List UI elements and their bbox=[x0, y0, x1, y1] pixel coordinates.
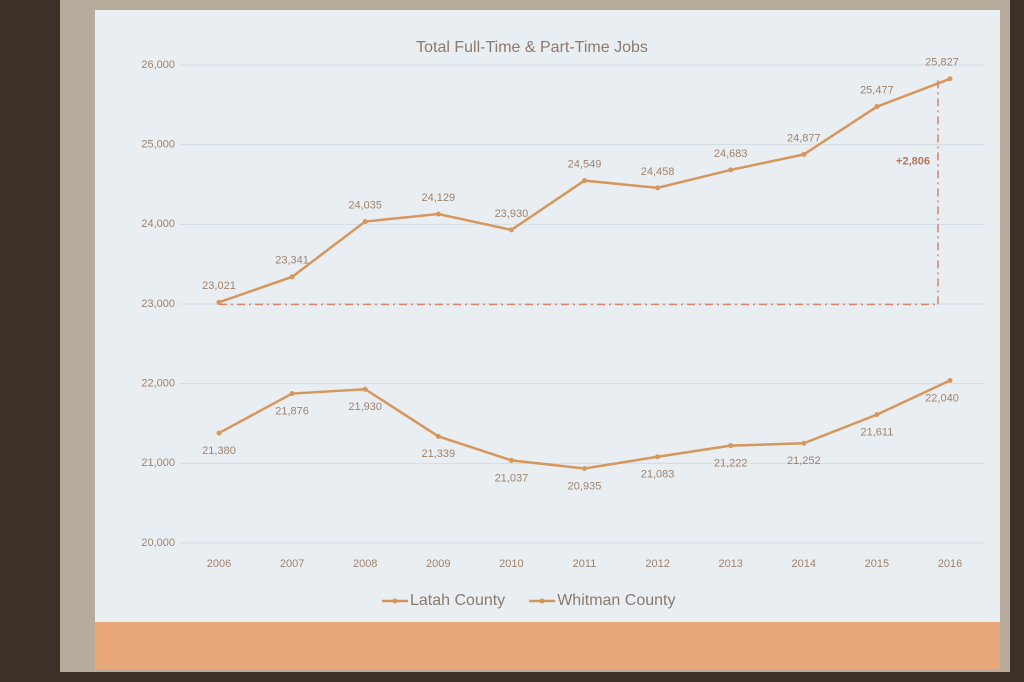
y-tick-label: 23,000 bbox=[141, 298, 175, 310]
slide-band bbox=[95, 622, 1000, 670]
data-label: 25,477 bbox=[860, 85, 894, 97]
data-point bbox=[508, 457, 514, 463]
y-tick-label: 20,000 bbox=[141, 537, 175, 549]
x-tick-label: 2016 bbox=[938, 558, 962, 570]
x-tick-label: 2011 bbox=[573, 558, 597, 570]
x-tick-label: 2006 bbox=[207, 558, 231, 570]
data-point bbox=[362, 219, 368, 225]
data-label: 21,876 bbox=[275, 405, 309, 417]
data-label: 21,083 bbox=[641, 469, 675, 481]
data-label: 24,035 bbox=[348, 199, 382, 211]
y-tick-label: 24,000 bbox=[141, 218, 175, 230]
data-point bbox=[508, 227, 514, 233]
legend-swatch-dot bbox=[392, 598, 398, 604]
data-point bbox=[655, 454, 661, 460]
data-label: 21,222 bbox=[714, 458, 748, 470]
data-point bbox=[582, 178, 587, 184]
data-label: 20,935 bbox=[568, 480, 602, 492]
data-point bbox=[289, 274, 295, 280]
data-point bbox=[216, 430, 222, 436]
data-label: 24,549 bbox=[568, 159, 602, 171]
data-point bbox=[362, 386, 368, 392]
data-point bbox=[947, 76, 953, 82]
y-tick-label: 26,000 bbox=[141, 59, 175, 71]
data-label: 23,930 bbox=[495, 208, 529, 220]
data-point bbox=[874, 104, 880, 110]
data-label: 24,458 bbox=[641, 166, 675, 178]
x-tick-label: 2007 bbox=[280, 558, 304, 570]
y-tick-label: 21,000 bbox=[141, 457, 175, 469]
x-tick-label: 2010 bbox=[499, 558, 523, 570]
data-label: 24,129 bbox=[421, 192, 455, 204]
x-tick-label: 2014 bbox=[792, 558, 816, 570]
data-label: 21,339 bbox=[421, 448, 455, 460]
y-tick-label: 25,000 bbox=[141, 139, 175, 151]
data-label: 21,930 bbox=[348, 401, 382, 413]
data-point bbox=[728, 167, 734, 173]
data-label: 24,877 bbox=[787, 132, 821, 144]
data-point bbox=[947, 377, 953, 383]
data-point bbox=[582, 466, 587, 472]
legend-label: Latah County bbox=[410, 592, 505, 609]
data-label: 23,341 bbox=[275, 255, 309, 267]
data-point bbox=[435, 211, 441, 217]
data-label: 21,252 bbox=[787, 455, 821, 467]
data-point bbox=[728, 443, 734, 449]
x-tick-label: 2015 bbox=[865, 558, 889, 570]
x-tick-label: 2013 bbox=[718, 558, 742, 570]
data-point bbox=[655, 185, 661, 191]
data-point bbox=[874, 412, 880, 418]
data-point bbox=[435, 433, 441, 439]
annotation: +2,806 bbox=[896, 155, 930, 167]
data-label: 23,021 bbox=[202, 280, 236, 292]
data-label: 24,683 bbox=[714, 148, 748, 160]
data-label: 25,827 bbox=[925, 57, 959, 69]
data-label: 21,380 bbox=[202, 445, 236, 457]
data-label: 22,040 bbox=[925, 392, 959, 404]
data-point bbox=[289, 391, 295, 397]
chart-title: Total Full-Time & Part-Time Jobs bbox=[416, 39, 648, 56]
slide bbox=[95, 10, 1000, 622]
y-tick-label: 22,000 bbox=[141, 378, 175, 390]
data-point bbox=[801, 440, 807, 446]
legend-label: Whitman County bbox=[557, 592, 675, 609]
x-tick-label: 2008 bbox=[353, 558, 377, 570]
x-tick-label: 2012 bbox=[645, 558, 669, 570]
data-point bbox=[801, 151, 807, 157]
data-label: 21,611 bbox=[860, 427, 893, 439]
legend-swatch-dot bbox=[539, 598, 545, 604]
data-label: 21,037 bbox=[495, 472, 529, 484]
x-tick-label: 2009 bbox=[426, 558, 450, 570]
